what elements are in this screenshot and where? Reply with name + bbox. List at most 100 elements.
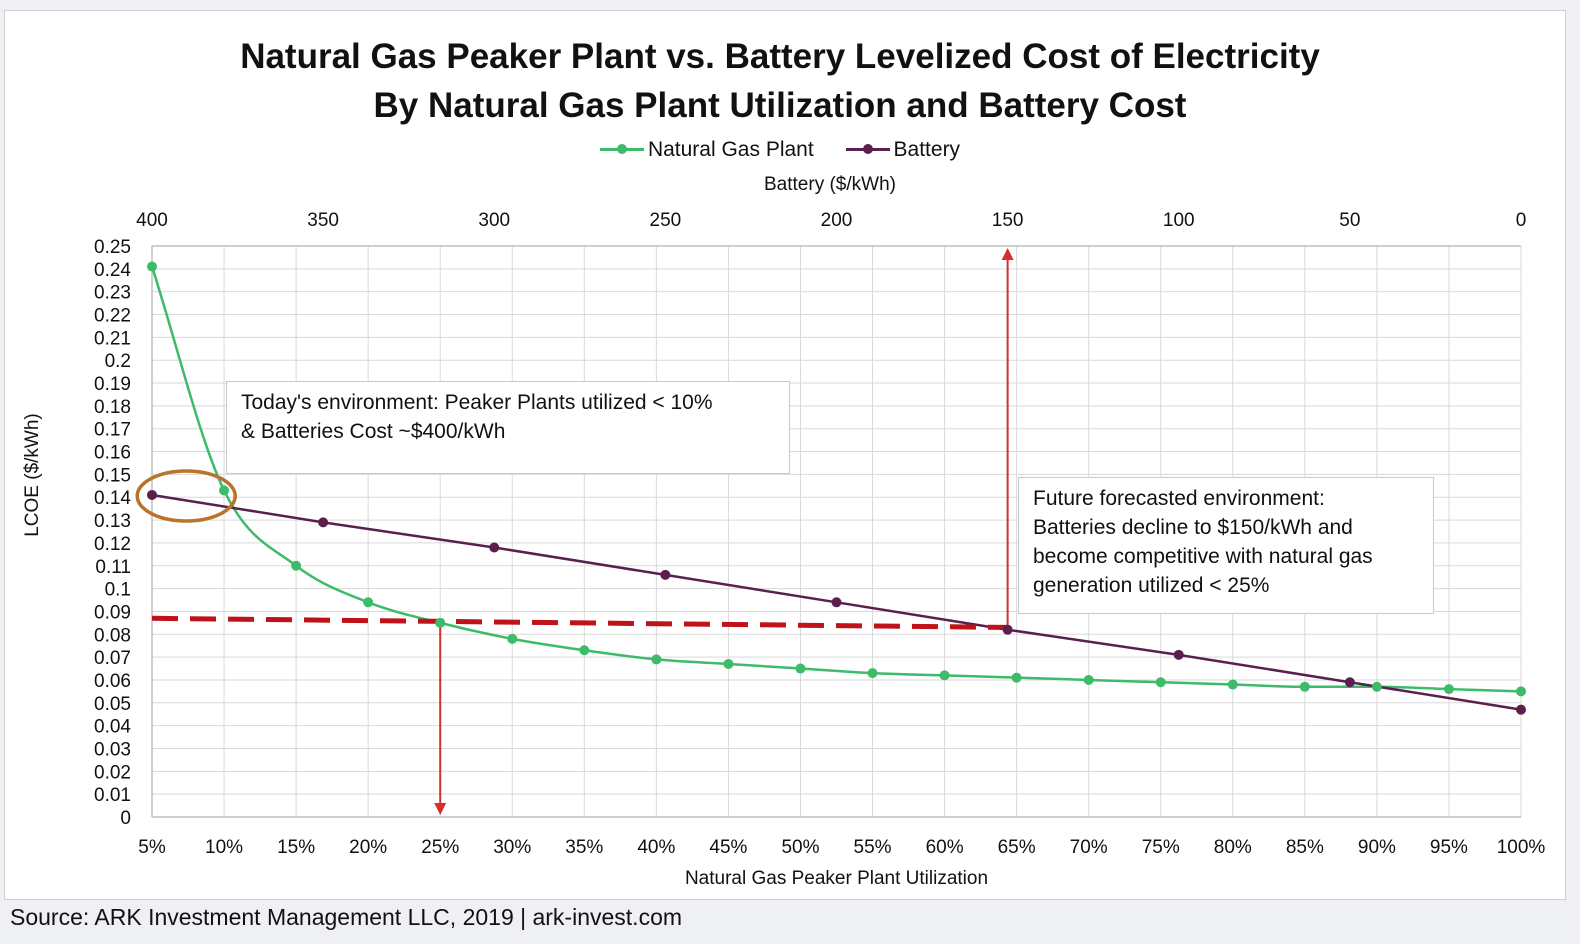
arrow-head-up <box>1001 248 1014 260</box>
y-tick-label: 0.24 <box>94 260 131 281</box>
y-tick-label: 0.05 <box>94 694 131 715</box>
x2-axis-title: Battery ($/kWh) <box>764 174 896 195</box>
data-point-battery <box>1344 677 1355 688</box>
x2-tick-label: 400 <box>136 210 168 231</box>
annotation-future-line-2: Batteries decline to $150/kWh and <box>1033 516 1353 539</box>
x-tick-label: 5% <box>138 837 166 858</box>
title-line-1: Natural Gas Peaker Plant vs. Battery Lev… <box>240 37 1320 76</box>
data-point-battery <box>660 569 671 580</box>
y-tick-label: 0 <box>120 808 131 829</box>
annotation-future-line-4: generation utilized < 25% <box>1033 574 1270 597</box>
data-point-natural-gas <box>1011 672 1022 683</box>
title-line-2: By Natural Gas Plant Utilization and Bat… <box>373 86 1187 125</box>
annotation-future-line-3: become competitive with natural gas <box>1033 545 1373 568</box>
data-point-natural-gas <box>1155 677 1166 688</box>
reference-dashed-line <box>151 615 1008 630</box>
x2-tick-label: 200 <box>821 210 853 231</box>
x-tick-label: 50% <box>781 837 819 858</box>
x-tick-label: 25% <box>421 837 459 858</box>
annotation-future: Future forecasted environment: Batteries… <box>1018 477 1434 614</box>
x2-tick-label: 50 <box>1339 210 1360 231</box>
data-point-natural-gas <box>1227 679 1238 690</box>
y-tick-label: 0.22 <box>94 306 131 327</box>
data-point-natural-gas <box>219 485 230 496</box>
data-point-natural-gas <box>723 658 734 669</box>
data-point-battery <box>147 489 157 500</box>
y-tick-label: 0.11 <box>95 557 131 578</box>
y-tick-label: 0.16 <box>94 443 131 464</box>
y-tick-label: 0.2 <box>105 351 131 372</box>
data-point-battery <box>1002 624 1013 635</box>
data-point-natural-gas <box>795 663 806 674</box>
x2-tick-label: 350 <box>307 210 339 231</box>
x-tick-label: 95% <box>1430 837 1468 858</box>
arrow-head-down <box>434 803 447 815</box>
data-point-battery <box>489 542 500 553</box>
x-tick-label: 35% <box>565 837 603 858</box>
data-point-natural-gas <box>147 261 157 272</box>
data-point-natural-gas <box>291 560 302 571</box>
legend-swatch-natural-gas <box>599 144 644 154</box>
legend-label-natural-gas: Natural Gas Plant <box>647 137 814 161</box>
x-tick-label: 15% <box>277 837 315 858</box>
y-tick-label: 0.1 <box>105 580 131 601</box>
y-tick-label: 0.03 <box>94 739 131 760</box>
x-tick-label: 90% <box>1358 837 1396 858</box>
x-tick-label: 45% <box>709 837 747 858</box>
legend-swatch-battery <box>845 144 890 154</box>
x-tick-label: 60% <box>926 837 964 858</box>
y-tick-label: 0.06 <box>94 671 131 692</box>
y-tick-label: 0.14 <box>94 488 131 509</box>
annotation-today-line-1: Today's environment: Peaker Plants utili… <box>241 391 713 414</box>
x2-tick-label: 150 <box>992 210 1024 231</box>
data-point-natural-gas <box>435 617 446 628</box>
annotation-today: Today's environment: Peaker Plants utili… <box>226 381 790 474</box>
data-point-natural-gas <box>363 597 374 608</box>
x-tick-label: 85% <box>1286 837 1324 858</box>
y-tick-label: 0.12 <box>94 534 131 555</box>
data-point-natural-gas <box>1083 674 1094 685</box>
y-tick-label: 0.15 <box>94 465 131 486</box>
x2-tick-label: 100 <box>1163 210 1195 231</box>
x-tick-label: 80% <box>1214 837 1252 858</box>
data-point-natural-gas <box>1299 681 1310 692</box>
data-point-battery <box>318 517 329 528</box>
legend-item-natural-gas: Natural Gas Plant <box>599 137 814 162</box>
y-tick-label: 0.08 <box>94 625 131 646</box>
chart-title: Natural Gas Peaker Plant vs. Battery Lev… <box>0 32 1560 130</box>
y-tick-label: 0.19 <box>94 374 131 395</box>
x2-tick-label: 250 <box>650 210 682 231</box>
x2-tick-label: 0 <box>1516 210 1527 231</box>
data-point-natural-gas <box>867 668 878 679</box>
x-tick-label: 10% <box>205 837 243 858</box>
legend: Natural Gas Plant Battery <box>0 133 1560 162</box>
y-tick-label: 0.07 <box>94 648 131 669</box>
y-axis-title: LCOE ($/kWh) <box>22 413 43 537</box>
data-point-battery <box>831 597 842 608</box>
x-axis-title: Natural Gas Peaker Plant Utilization <box>685 868 988 889</box>
x-tick-label: 30% <box>493 837 531 858</box>
data-point-natural-gas <box>651 654 662 665</box>
y-tick-label: 0.17 <box>94 420 131 441</box>
data-point-battery <box>1173 649 1184 660</box>
annotation-today-line-2: & Batteries Cost ~$400/kWh <box>241 420 506 443</box>
y-tick-label: 0.21 <box>94 328 131 349</box>
x2-tick-label: 300 <box>478 210 510 231</box>
x-tick-label: 100% <box>1497 837 1546 858</box>
y-tick-label: 0.13 <box>94 511 131 532</box>
y-tick-label: 0.01 <box>94 785 131 806</box>
x-tick-label: 70% <box>1070 837 1108 858</box>
y-tick-label: 0.04 <box>94 717 131 738</box>
y-tick-label: 0.18 <box>94 397 131 418</box>
data-point-natural-gas <box>1371 681 1382 692</box>
data-point-natural-gas <box>1516 686 1526 697</box>
data-point-battery <box>1516 704 1526 715</box>
legend-item-battery: Battery <box>845 137 961 162</box>
source-note: Source: ARK Investment Management LLC, 2… <box>10 904 683 930</box>
x-tick-label: 40% <box>637 837 675 858</box>
x-tick-label: 20% <box>349 837 387 858</box>
legend-label-battery: Battery <box>893 137 961 161</box>
y-tick-label: 0.02 <box>94 762 131 783</box>
data-point-natural-gas <box>939 670 950 681</box>
